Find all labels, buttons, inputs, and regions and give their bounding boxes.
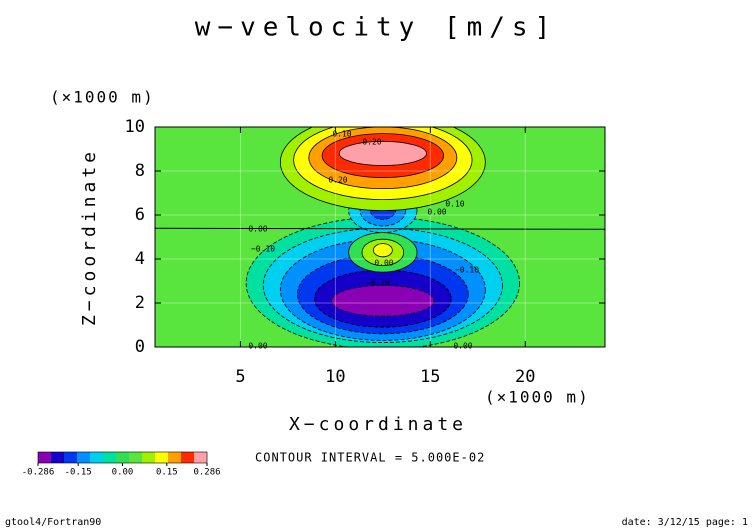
chart-title: w−velocity [m/s] [195,13,557,43]
contour-label: 0.00 [535,226,554,235]
contour-label: 0.20 [328,176,347,185]
contour-label: 0.00 [248,225,267,234]
contour-label: 0.10 [445,200,464,209]
zero-contour [155,227,605,230]
colorbar-swatch [142,452,156,463]
contour-label: 0.00 [427,208,446,217]
colorbar-swatch [90,452,104,463]
x-tick-label: 5 [235,367,245,387]
colorbar-swatch [129,452,143,463]
y-axis-label: Z−coordinate [79,148,100,326]
contour-label: 0.00 [248,342,267,351]
colorbar-label: 0.286 [193,468,220,478]
contour-label: 0.00 [453,342,472,351]
footer-right: date: 3/12/15 page: 1 [622,517,748,528]
x-tick-label: 10 [325,367,345,387]
colorbar-label: 0.15 [156,468,178,478]
plot-frame [154,126,606,348]
contour-label: −0.10 [251,245,275,254]
contour-label: −0.10 [455,266,479,275]
contour-label: −0.20 [366,279,390,288]
contour-label: 0.00 [374,259,393,268]
x-tick-label: 20 [515,367,535,387]
colorbar-swatch [51,452,65,463]
y-unit: (×1000 m) [50,88,155,107]
x-axis-label: X−coordinate [289,414,467,435]
colorbar-swatch [64,452,78,463]
colorbar-swatch [194,452,208,463]
y-tick-label: 4 [135,249,145,269]
contour-interval: CONTOUR INTERVAL = 5.000E-02 [255,451,485,465]
contour-region [331,284,435,317]
x-tick-label: 15 [420,367,440,387]
contour-label: 0.10 [332,130,351,139]
plot-area [155,127,605,347]
colorbar-swatch [77,452,91,463]
colorbar-swatch [38,452,52,463]
y-tick-label: 6 [135,205,145,225]
colorbar-swatch [116,452,130,463]
colorbar-label: -0.286 [22,468,55,478]
contour-region [338,140,427,166]
colorbar-label: -0.15 [65,468,92,478]
colorbar-swatch [168,452,182,463]
colorbar-swatch [181,452,195,463]
y-tick-label: 10 [125,117,145,137]
contour-region [372,243,393,258]
colorbar-swatch [103,452,117,463]
y-tick-label: 0 [135,337,145,357]
y-tick-label: 8 [135,161,145,181]
colorbar-label: 0.00 [112,468,134,478]
footer-left: gtool4/Fortran90 [5,517,101,528]
x-unit: (×1000 m) [485,388,590,407]
contour-label: 0.20 [362,138,381,147]
colorbar-swatch [155,452,169,463]
y-tick-label: 2 [135,293,145,313]
